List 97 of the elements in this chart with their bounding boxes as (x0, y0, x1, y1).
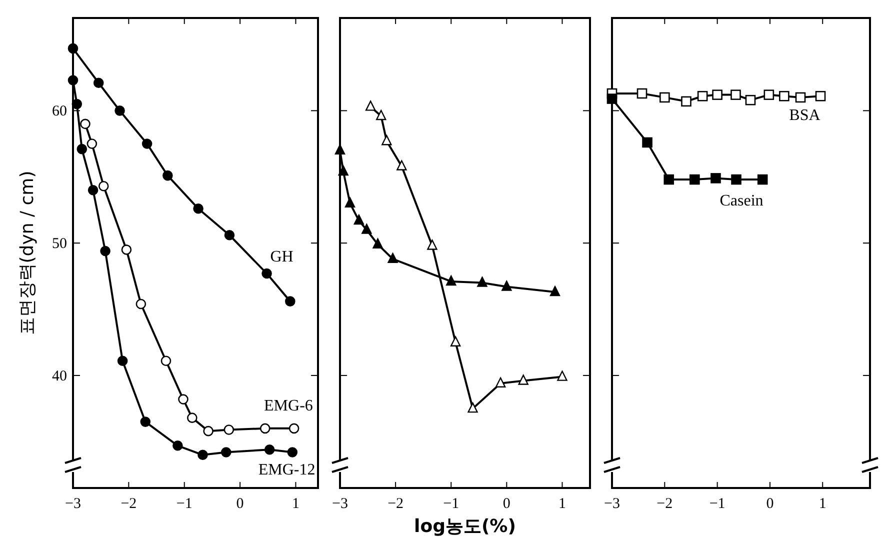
point (142, 138, 152, 149)
point (262, 268, 272, 279)
point (100, 246, 110, 256)
x-tick-label: −1 (176, 496, 192, 512)
x-tick-label: −1 (709, 496, 726, 512)
point (365, 100, 376, 111)
point (224, 424, 234, 435)
point (285, 296, 296, 306)
y-tick-label: 50 (52, 236, 67, 252)
point (344, 197, 356, 208)
point (354, 214, 364, 225)
point (427, 240, 438, 250)
point (260, 423, 270, 434)
point (68, 75, 78, 86)
x-tick-label: −3 (604, 496, 620, 512)
point (388, 252, 398, 264)
point (710, 173, 721, 184)
point (136, 298, 146, 310)
point (198, 450, 208, 460)
x-tick-label: −1 (443, 496, 460, 512)
series-label: EMG-12 (258, 461, 316, 478)
point (203, 426, 214, 436)
point (815, 90, 826, 102)
point (288, 423, 300, 434)
point (93, 78, 104, 88)
point (362, 224, 372, 234)
point (88, 184, 98, 196)
point (376, 110, 386, 120)
point (697, 90, 708, 102)
point (690, 174, 700, 185)
x-tick-label: 0 (502, 496, 510, 512)
point (660, 92, 670, 103)
point (396, 160, 407, 170)
point (712, 90, 722, 100)
point (140, 416, 151, 427)
point (764, 90, 774, 100)
x-tick-label: 1 (558, 496, 566, 512)
point (72, 98, 82, 110)
point (68, 43, 78, 54)
x-tick-label: −3 (332, 496, 348, 512)
point (121, 244, 132, 255)
x-tick-label: 0 (236, 496, 244, 512)
point (334, 144, 346, 154)
point (220, 447, 232, 458)
point (642, 137, 652, 148)
point (98, 180, 109, 192)
point (450, 336, 461, 346)
point (745, 94, 756, 106)
point (76, 144, 88, 154)
series-label: BSA (789, 107, 821, 124)
point (502, 280, 512, 291)
series-label: Casein (720, 192, 764, 210)
point (757, 174, 768, 185)
point (557, 370, 568, 381)
y-tick-label: 40 (52, 368, 67, 384)
y-tick-label: 60 (52, 104, 67, 120)
point (178, 394, 188, 404)
point (550, 286, 560, 296)
x-tick-label: 1 (818, 496, 826, 512)
x-tick-label: −3 (65, 496, 81, 512)
y-axis-title: 표면장력(dyn / cm) (17, 170, 38, 336)
point (731, 174, 742, 185)
point (446, 275, 456, 286)
x-axis-title: log농도(%) (414, 516, 516, 537)
point (606, 94, 618, 104)
point (795, 92, 806, 103)
point (664, 174, 674, 185)
point (468, 402, 478, 413)
point (80, 118, 90, 130)
point (730, 90, 741, 100)
point (224, 230, 235, 240)
point (495, 377, 506, 388)
series-label: GH (270, 248, 294, 266)
point (193, 204, 204, 214)
point (114, 106, 125, 116)
series-label: EMG-6 (264, 397, 313, 414)
point (287, 447, 298, 458)
point (681, 96, 692, 107)
point (338, 165, 348, 176)
point (382, 135, 392, 146)
x-tick-label: 1 (292, 496, 300, 512)
point (518, 374, 528, 385)
point (477, 276, 488, 287)
x-tick-label: 0 (766, 496, 774, 512)
point (187, 412, 198, 423)
point (779, 90, 790, 102)
point (636, 88, 648, 99)
point (160, 356, 172, 366)
x-tick-label: −2 (120, 496, 137, 512)
point (117, 356, 128, 366)
point (264, 444, 275, 455)
x-tick-label: −2 (656, 496, 673, 512)
x-tick-label: −2 (388, 496, 404, 512)
point (372, 238, 383, 248)
point (86, 138, 98, 149)
point (162, 170, 173, 181)
point (172, 440, 183, 451)
